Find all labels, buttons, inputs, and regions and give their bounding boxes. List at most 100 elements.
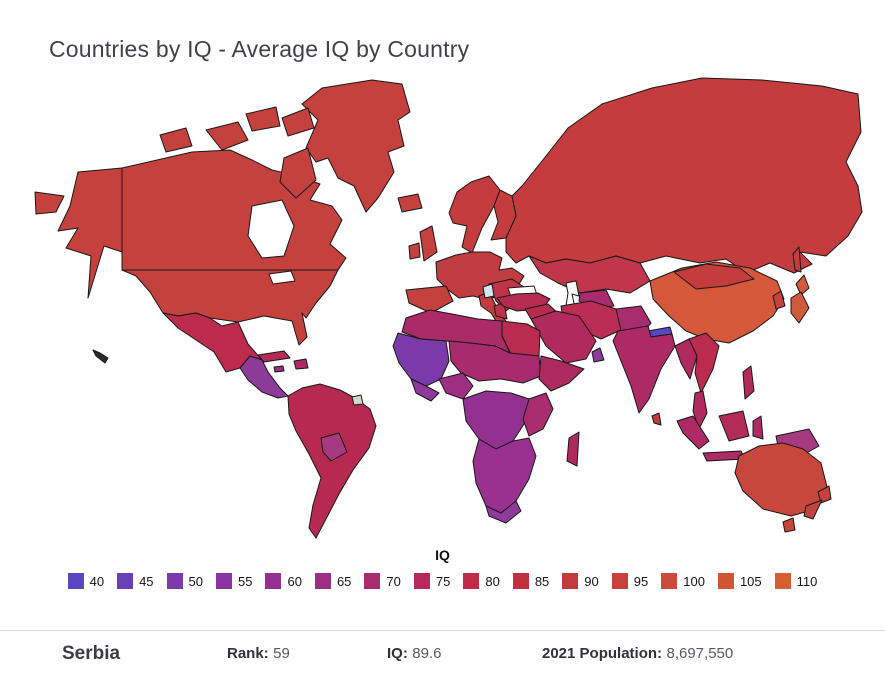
population-stat: 2021 Population: 8,697,550 bbox=[542, 645, 733, 663]
iq-value: 89.6 bbox=[412, 644, 442, 662]
region-china[interactable] bbox=[649, 261, 785, 344]
region-arctic-island[interactable] bbox=[205, 121, 249, 151]
region-spain[interactable] bbox=[405, 285, 454, 314]
region-indochina[interactable] bbox=[688, 332, 720, 394]
legend-value: 105 bbox=[739, 573, 762, 589]
legend-item-90: 90 bbox=[562, 573, 599, 589]
region-ireland[interactable] bbox=[408, 242, 421, 260]
region-guiana[interactable] bbox=[351, 394, 364, 406]
legend-swatch bbox=[463, 573, 480, 589]
legend-swatch bbox=[117, 573, 134, 589]
region-arctic-island[interactable] bbox=[159, 127, 193, 153]
legend-value: 75 bbox=[435, 573, 451, 589]
region-south-africa[interactable] bbox=[485, 500, 522, 524]
region-sri-lanka[interactable] bbox=[651, 412, 662, 426]
region-serbia-highlighted[interactable] bbox=[482, 283, 495, 299]
legend-item-80: 80 bbox=[463, 573, 500, 589]
region-india[interactable] bbox=[612, 325, 676, 414]
legend-value: 40 bbox=[89, 573, 105, 589]
region-sumatra[interactable] bbox=[676, 415, 710, 450]
region-korea[interactable] bbox=[772, 290, 786, 310]
legend-title: IQ bbox=[435, 547, 450, 563]
region-borneo[interactable] bbox=[718, 410, 750, 442]
legend-item-95: 95 bbox=[611, 573, 649, 589]
region-russia[interactable] bbox=[505, 77, 863, 274]
region-scandinavia[interactable] bbox=[448, 175, 501, 254]
legend-item-85: 85 bbox=[512, 573, 550, 589]
legend-swatch bbox=[265, 573, 282, 589]
region-finland[interactable] bbox=[490, 189, 517, 241]
legend-swatch bbox=[364, 573, 381, 589]
legend-item-100: 100 bbox=[661, 573, 705, 589]
region-chukotka[interactable] bbox=[34, 191, 65, 215]
legend-value: 90 bbox=[584, 573, 599, 589]
legend-value: 50 bbox=[188, 573, 204, 589]
region-west-africa[interactable] bbox=[392, 332, 450, 387]
legend-value: 45 bbox=[139, 573, 154, 589]
region-uk[interactable] bbox=[419, 225, 438, 262]
legend-item-105: 105 bbox=[717, 573, 762, 589]
region-sahel[interactable] bbox=[448, 340, 542, 384]
legend-swatch bbox=[661, 573, 678, 589]
region-greece[interactable] bbox=[493, 302, 508, 320]
region-guinea-coast[interactable] bbox=[410, 378, 440, 402]
legend-value: 95 bbox=[633, 573, 649, 589]
region-iceland[interactable] bbox=[397, 193, 423, 213]
iq-stat: IQ: 89.6 bbox=[387, 645, 442, 663]
iq-label: IQ: bbox=[387, 644, 408, 662]
legend-item-60: 60 bbox=[265, 573, 302, 589]
region-arctic-island[interactable] bbox=[281, 107, 315, 137]
region-southern-africa[interactable] bbox=[472, 437, 537, 514]
region-arabia[interactable] bbox=[530, 310, 597, 364]
legend-value: 70 bbox=[386, 573, 401, 589]
region-sakhalin[interactable] bbox=[792, 246, 802, 273]
legend-value: 65 bbox=[336, 573, 352, 589]
legend-value: 85 bbox=[534, 573, 550, 589]
region-japan-hokkaido[interactable] bbox=[795, 274, 810, 296]
region-mongolia[interactable] bbox=[673, 263, 755, 290]
legend-swatch bbox=[166, 573, 183, 589]
legend-swatch bbox=[717, 573, 734, 589]
legend-value: 110 bbox=[796, 573, 818, 589]
region-philippines[interactable] bbox=[742, 365, 755, 400]
region-oman[interactable] bbox=[591, 347, 605, 363]
selected-country-name: Serbia bbox=[62, 642, 121, 664]
region-central-america[interactable] bbox=[239, 355, 289, 399]
region-malay-peninsula[interactable] bbox=[692, 390, 708, 430]
caspian-sea bbox=[565, 280, 580, 309]
region-tasmania[interactable] bbox=[782, 517, 796, 533]
region-baffin-island[interactable] bbox=[279, 147, 317, 199]
legend-swatch bbox=[611, 573, 628, 589]
legend-value: 55 bbox=[238, 573, 253, 589]
region-alaska[interactable] bbox=[57, 167, 123, 299]
legend-item-65: 65 bbox=[314, 573, 352, 589]
region-new-zealand-north[interactable] bbox=[817, 485, 832, 504]
region-hispaniola[interactable] bbox=[293, 358, 309, 370]
region-japan-honshu[interactable] bbox=[790, 291, 810, 324]
region-hawaii[interactable] bbox=[92, 349, 109, 364]
region-nigeria[interactable] bbox=[438, 372, 474, 400]
region-sulawesi[interactable] bbox=[752, 415, 764, 440]
region-east-africa[interactable] bbox=[522, 392, 554, 437]
rank-value: 59 bbox=[273, 644, 290, 662]
region-jamaica[interactable] bbox=[273, 365, 285, 373]
region-cuba[interactable] bbox=[257, 350, 291, 363]
legend-items: 40 45 50 55 60 65 70 75 80 85 90 95 100 105 110 bbox=[0, 573, 885, 589]
rank-label: Rank: bbox=[227, 644, 269, 662]
region-usa[interactable] bbox=[121, 269, 339, 346]
region-madagascar[interactable] bbox=[566, 431, 580, 467]
region-new-zealand-south[interactable] bbox=[803, 499, 823, 520]
page-title: Countries by IQ - Average IQ by Country bbox=[49, 36, 470, 62]
legend-swatch bbox=[216, 573, 233, 589]
legend-item-75: 75 bbox=[413, 573, 451, 589]
legend-value: 60 bbox=[287, 573, 302, 589]
region-arctic-island[interactable] bbox=[245, 106, 281, 132]
hudson-bay bbox=[247, 199, 295, 259]
region-horn-of-africa[interactable] bbox=[538, 355, 585, 392]
region-bolivia[interactable] bbox=[320, 432, 348, 462]
region-central-africa[interactable] bbox=[462, 390, 530, 450]
population-label: 2021 Population: bbox=[542, 644, 663, 662]
region-myanmar[interactable] bbox=[674, 338, 698, 380]
region-greenland[interactable] bbox=[301, 79, 411, 213]
